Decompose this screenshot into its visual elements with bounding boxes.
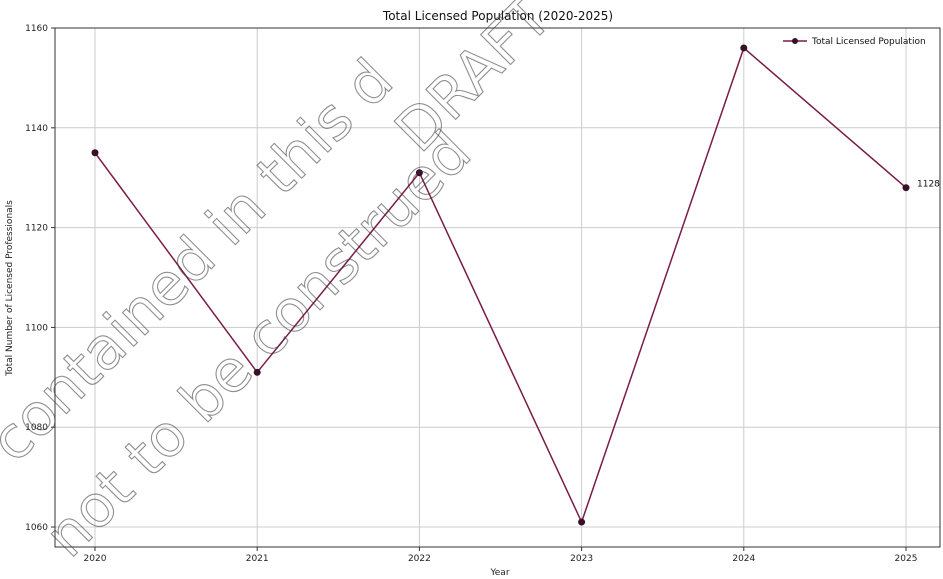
x-tick-label: 2024 [732,554,755,564]
x-tick-label: 2021 [246,554,269,564]
plot-frame [54,27,941,548]
watermark-text-3: DRAFT [382,0,565,165]
data-point [91,149,99,157]
watermark: contained in this d not to be construed … [0,0,565,570]
legend-entry: Total Licensed Population [811,37,926,47]
annotations: 1128 [917,180,940,190]
data-series [91,44,910,526]
y-tick-label: 1100 [25,323,48,333]
legend-marker-icon [792,38,798,44]
y-tick-label: 1080 [25,423,48,433]
y-tick-label: 1140 [25,124,48,134]
data-label: 1128 [917,180,940,190]
y-axis-ticks: 1060 1080 1100 1120 1140 1160 [25,24,55,533]
y-tick-label: 1120 [25,224,48,234]
axes [54,27,941,548]
y-axis-label: Total Number of Licensed Professionals [5,200,15,377]
x-axis-label: Year [489,568,509,578]
data-point [902,184,910,192]
x-axis-ticks: 2020 2021 2022 2023 2024 2025 [84,547,918,564]
legend: Total Licensed Population [783,37,926,47]
x-tick-label: 2022 [408,554,431,564]
y-tick-label: 1160 [25,24,48,34]
data-point [740,44,748,52]
data-point [253,368,261,376]
data-point [578,518,586,526]
x-tick-label: 2020 [84,554,107,564]
y-tick-label: 1060 [25,523,48,533]
data-point [415,169,423,177]
x-tick-label: 2023 [570,554,593,564]
chart-title: Total Licensed Population (2020-2025) [382,9,613,23]
x-tick-label: 2025 [895,554,918,564]
series-line [94,46,907,525]
